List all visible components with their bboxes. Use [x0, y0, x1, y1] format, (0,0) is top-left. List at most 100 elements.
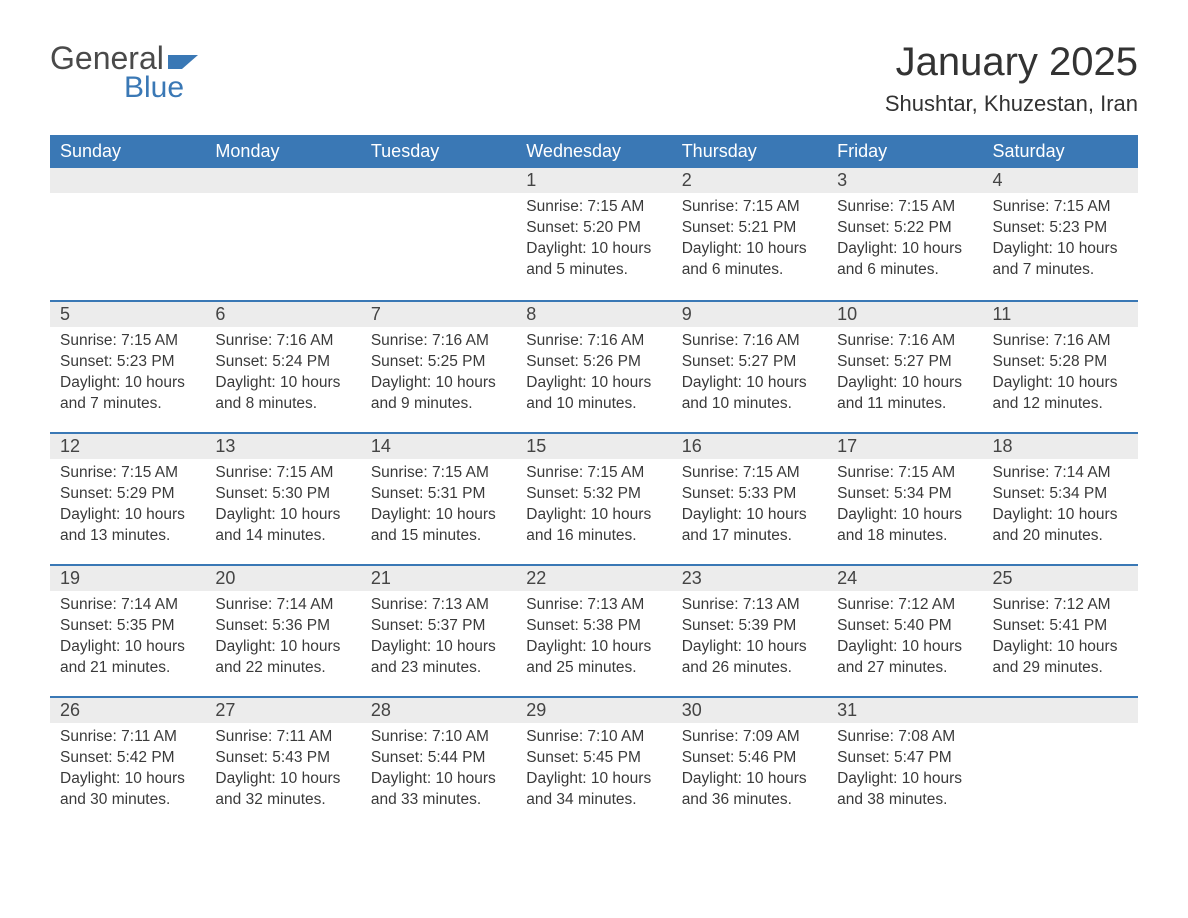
sunset-line: Sunset: 5:24 PM [215, 352, 350, 373]
daylight-line: Daylight: 10 hours and 21 minutes. [60, 637, 195, 679]
sunset-line: Sunset: 5:29 PM [60, 484, 195, 505]
day-number: 11 [983, 300, 1138, 327]
daylight-line: Daylight: 10 hours and 36 minutes. [682, 769, 817, 811]
day-details: Sunrise: 7:14 AMSunset: 5:34 PMDaylight:… [983, 459, 1138, 555]
sunset-line: Sunset: 5:42 PM [60, 748, 195, 769]
day-number: 30 [672, 696, 827, 723]
day-details: Sunrise: 7:10 AMSunset: 5:45 PMDaylight:… [516, 723, 671, 819]
calendar-day: 17Sunrise: 7:15 AMSunset: 5:34 PMDayligh… [827, 432, 982, 564]
daylight-line: Daylight: 10 hours and 13 minutes. [60, 505, 195, 547]
calendar-day-empty [50, 168, 205, 300]
calendar-day: 28Sunrise: 7:10 AMSunset: 5:44 PMDayligh… [361, 696, 516, 828]
day-details: Sunrise: 7:16 AMSunset: 5:28 PMDaylight:… [983, 327, 1138, 423]
calendar-day: 19 Sunrise: 7:14 AMSunset: 5:35 PMDayligh… [50, 564, 205, 696]
day-number: 1 [516, 168, 671, 193]
daylight-line: Daylight: 10 hours and 16 minutes. [526, 505, 661, 547]
sunset-line: Sunset: 5:31 PM [371, 484, 506, 505]
calendar-day: 4Sunrise: 7:15 AMSunset: 5:23 PMDaylight… [983, 168, 1138, 300]
day-number: 17 [827, 432, 982, 459]
daylight-line: Daylight: 10 hours and 8 minutes. [215, 373, 350, 415]
day-number: 20 [205, 564, 360, 591]
day-number: 19 [50, 564, 205, 591]
daylight-line: Daylight: 10 hours and 11 minutes. [837, 373, 972, 415]
day-number-bar [361, 168, 516, 193]
sunset-line: Sunset: 5:40 PM [837, 616, 972, 637]
daylight-line: Daylight: 10 hours and 14 minutes. [215, 505, 350, 547]
day-number: 23 [672, 564, 827, 591]
day-details: Sunrise: 7:15 AMSunset: 5:34 PMDaylight:… [827, 459, 982, 555]
daylight-line: Daylight: 10 hours and 7 minutes. [60, 373, 195, 415]
calendar-day: 1Sunrise: 7:15 AMSunset: 5:20 PMDaylight… [516, 168, 671, 300]
sunrise-line: Sunrise: 7:13 AM [526, 595, 661, 616]
day-header: Wednesday [516, 135, 671, 168]
day-details: Sunrise: 7:16 AMSunset: 5:24 PMDaylight:… [205, 327, 360, 423]
calendar-day: 21Sunrise: 7:13 AMSunset: 5:37 PMDayligh… [361, 564, 516, 696]
calendar-day: 3Sunrise: 7:15 AMSunset: 5:22 PMDaylight… [827, 168, 982, 300]
daylight-line: Daylight: 10 hours and 34 minutes. [526, 769, 661, 811]
sunrise-line: Sunrise: 7:15 AM [837, 463, 972, 484]
day-details: Sunrise: 7:14 AMSunset: 5:36 PMDaylight:… [205, 591, 360, 687]
daylight-line: Daylight: 10 hours and 6 minutes. [682, 239, 817, 281]
sunrise-line: Sunrise: 7:14 AM [60, 595, 195, 616]
calendar-day: 31Sunrise: 7:08 AMSunset: 5:47 PMDayligh… [827, 696, 982, 828]
sunset-line: Sunset: 5:45 PM [526, 748, 661, 769]
day-number: 27 [205, 696, 360, 723]
location-text: Shushtar, Khuzestan, Iran [885, 91, 1138, 117]
title-block: January 2025 Shushtar, Khuzestan, Iran [885, 40, 1138, 117]
calendar-day: 30Sunrise: 7:09 AMSunset: 5:46 PMDayligh… [672, 696, 827, 828]
sunrise-line: Sunrise: 7:16 AM [215, 331, 350, 352]
day-number: 10 [827, 300, 982, 327]
calendar-day: 8Sunrise: 7:16 AMSunset: 5:26 PMDaylight… [516, 300, 671, 432]
day-number: 21 [361, 564, 516, 591]
calendar-week: 12Sunrise: 7:15 AMSunset: 5:29 PMDayligh… [50, 432, 1138, 564]
day-number-bar [50, 168, 205, 193]
day-details: Sunrise: 7:10 AMSunset: 5:44 PMDaylight:… [361, 723, 516, 819]
day-number: 2 [672, 168, 827, 193]
day-details: Sunrise: 7:12 AMSunset: 5:41 PMDaylight:… [983, 591, 1138, 687]
sunset-line: Sunset: 5:28 PM [993, 352, 1128, 373]
sunrise-line: Sunrise: 7:15 AM [215, 463, 350, 484]
sunrise-line: Sunrise: 7:16 AM [526, 331, 661, 352]
sunset-line: Sunset: 5:20 PM [526, 218, 661, 239]
month-title: January 2025 [885, 40, 1138, 85]
day-header: Sunday [50, 135, 205, 168]
day-details: Sunrise: 7:15 AMSunset: 5:23 PMDaylight:… [983, 193, 1138, 289]
calendar-day-empty [205, 168, 360, 300]
sunrise-line: Sunrise: 7:11 AM [215, 727, 350, 748]
day-number: 15 [516, 432, 671, 459]
sunset-line: Sunset: 5:32 PM [526, 484, 661, 505]
daylight-line: Daylight: 10 hours and 20 minutes. [993, 505, 1128, 547]
day-number: 26 [50, 696, 205, 723]
sunset-line: Sunset: 5:27 PM [682, 352, 817, 373]
sunset-line: Sunset: 5:21 PM [682, 218, 817, 239]
sunrise-line: Sunrise: 7:12 AM [993, 595, 1128, 616]
day-number: 6 [205, 300, 360, 327]
sunrise-line: Sunrise: 7:16 AM [993, 331, 1128, 352]
day-number: 13 [205, 432, 360, 459]
daylight-line: Daylight: 10 hours and 10 minutes. [682, 373, 817, 415]
daylight-line: Daylight: 10 hours and 6 minutes. [837, 239, 972, 281]
sunrise-line: Sunrise: 7:15 AM [371, 463, 506, 484]
daylight-line: Daylight: 10 hours and 26 minutes. [682, 637, 817, 679]
calendar-week: 5Sunrise: 7:15 AMSunset: 5:23 PMDaylight… [50, 300, 1138, 432]
sunset-line: Sunset: 5:35 PM [60, 616, 195, 637]
sunrise-line: Sunrise: 7:09 AM [682, 727, 817, 748]
day-details: Sunrise: 7:08 AMSunset: 5:47 PMDaylight:… [827, 723, 982, 819]
day-header: Monday [205, 135, 360, 168]
sunset-line: Sunset: 5:34 PM [993, 484, 1128, 505]
day-header: Saturday [983, 135, 1138, 168]
day-details: Sunrise: 7:16 AMSunset: 5:27 PMDaylight:… [827, 327, 982, 423]
sunrise-line: Sunrise: 7:14 AM [993, 463, 1128, 484]
calendar-day: 11Sunrise: 7:16 AMSunset: 5:28 PMDayligh… [983, 300, 1138, 432]
calendar-day-empty [983, 696, 1138, 828]
day-number: 22 [516, 564, 671, 591]
sunset-line: Sunset: 5:25 PM [371, 352, 506, 373]
day-number: 8 [516, 300, 671, 327]
day-number: 29 [516, 696, 671, 723]
daylight-line: Daylight: 10 hours and 29 minutes. [993, 637, 1128, 679]
sunrise-line: Sunrise: 7:13 AM [371, 595, 506, 616]
day-header: Friday [827, 135, 982, 168]
calendar-day: 7Sunrise: 7:16 AMSunset: 5:25 PMDaylight… [361, 300, 516, 432]
calendar-day: 10Sunrise: 7:16 AMSunset: 5:27 PMDayligh… [827, 300, 982, 432]
day-number-bar [983, 696, 1138, 723]
